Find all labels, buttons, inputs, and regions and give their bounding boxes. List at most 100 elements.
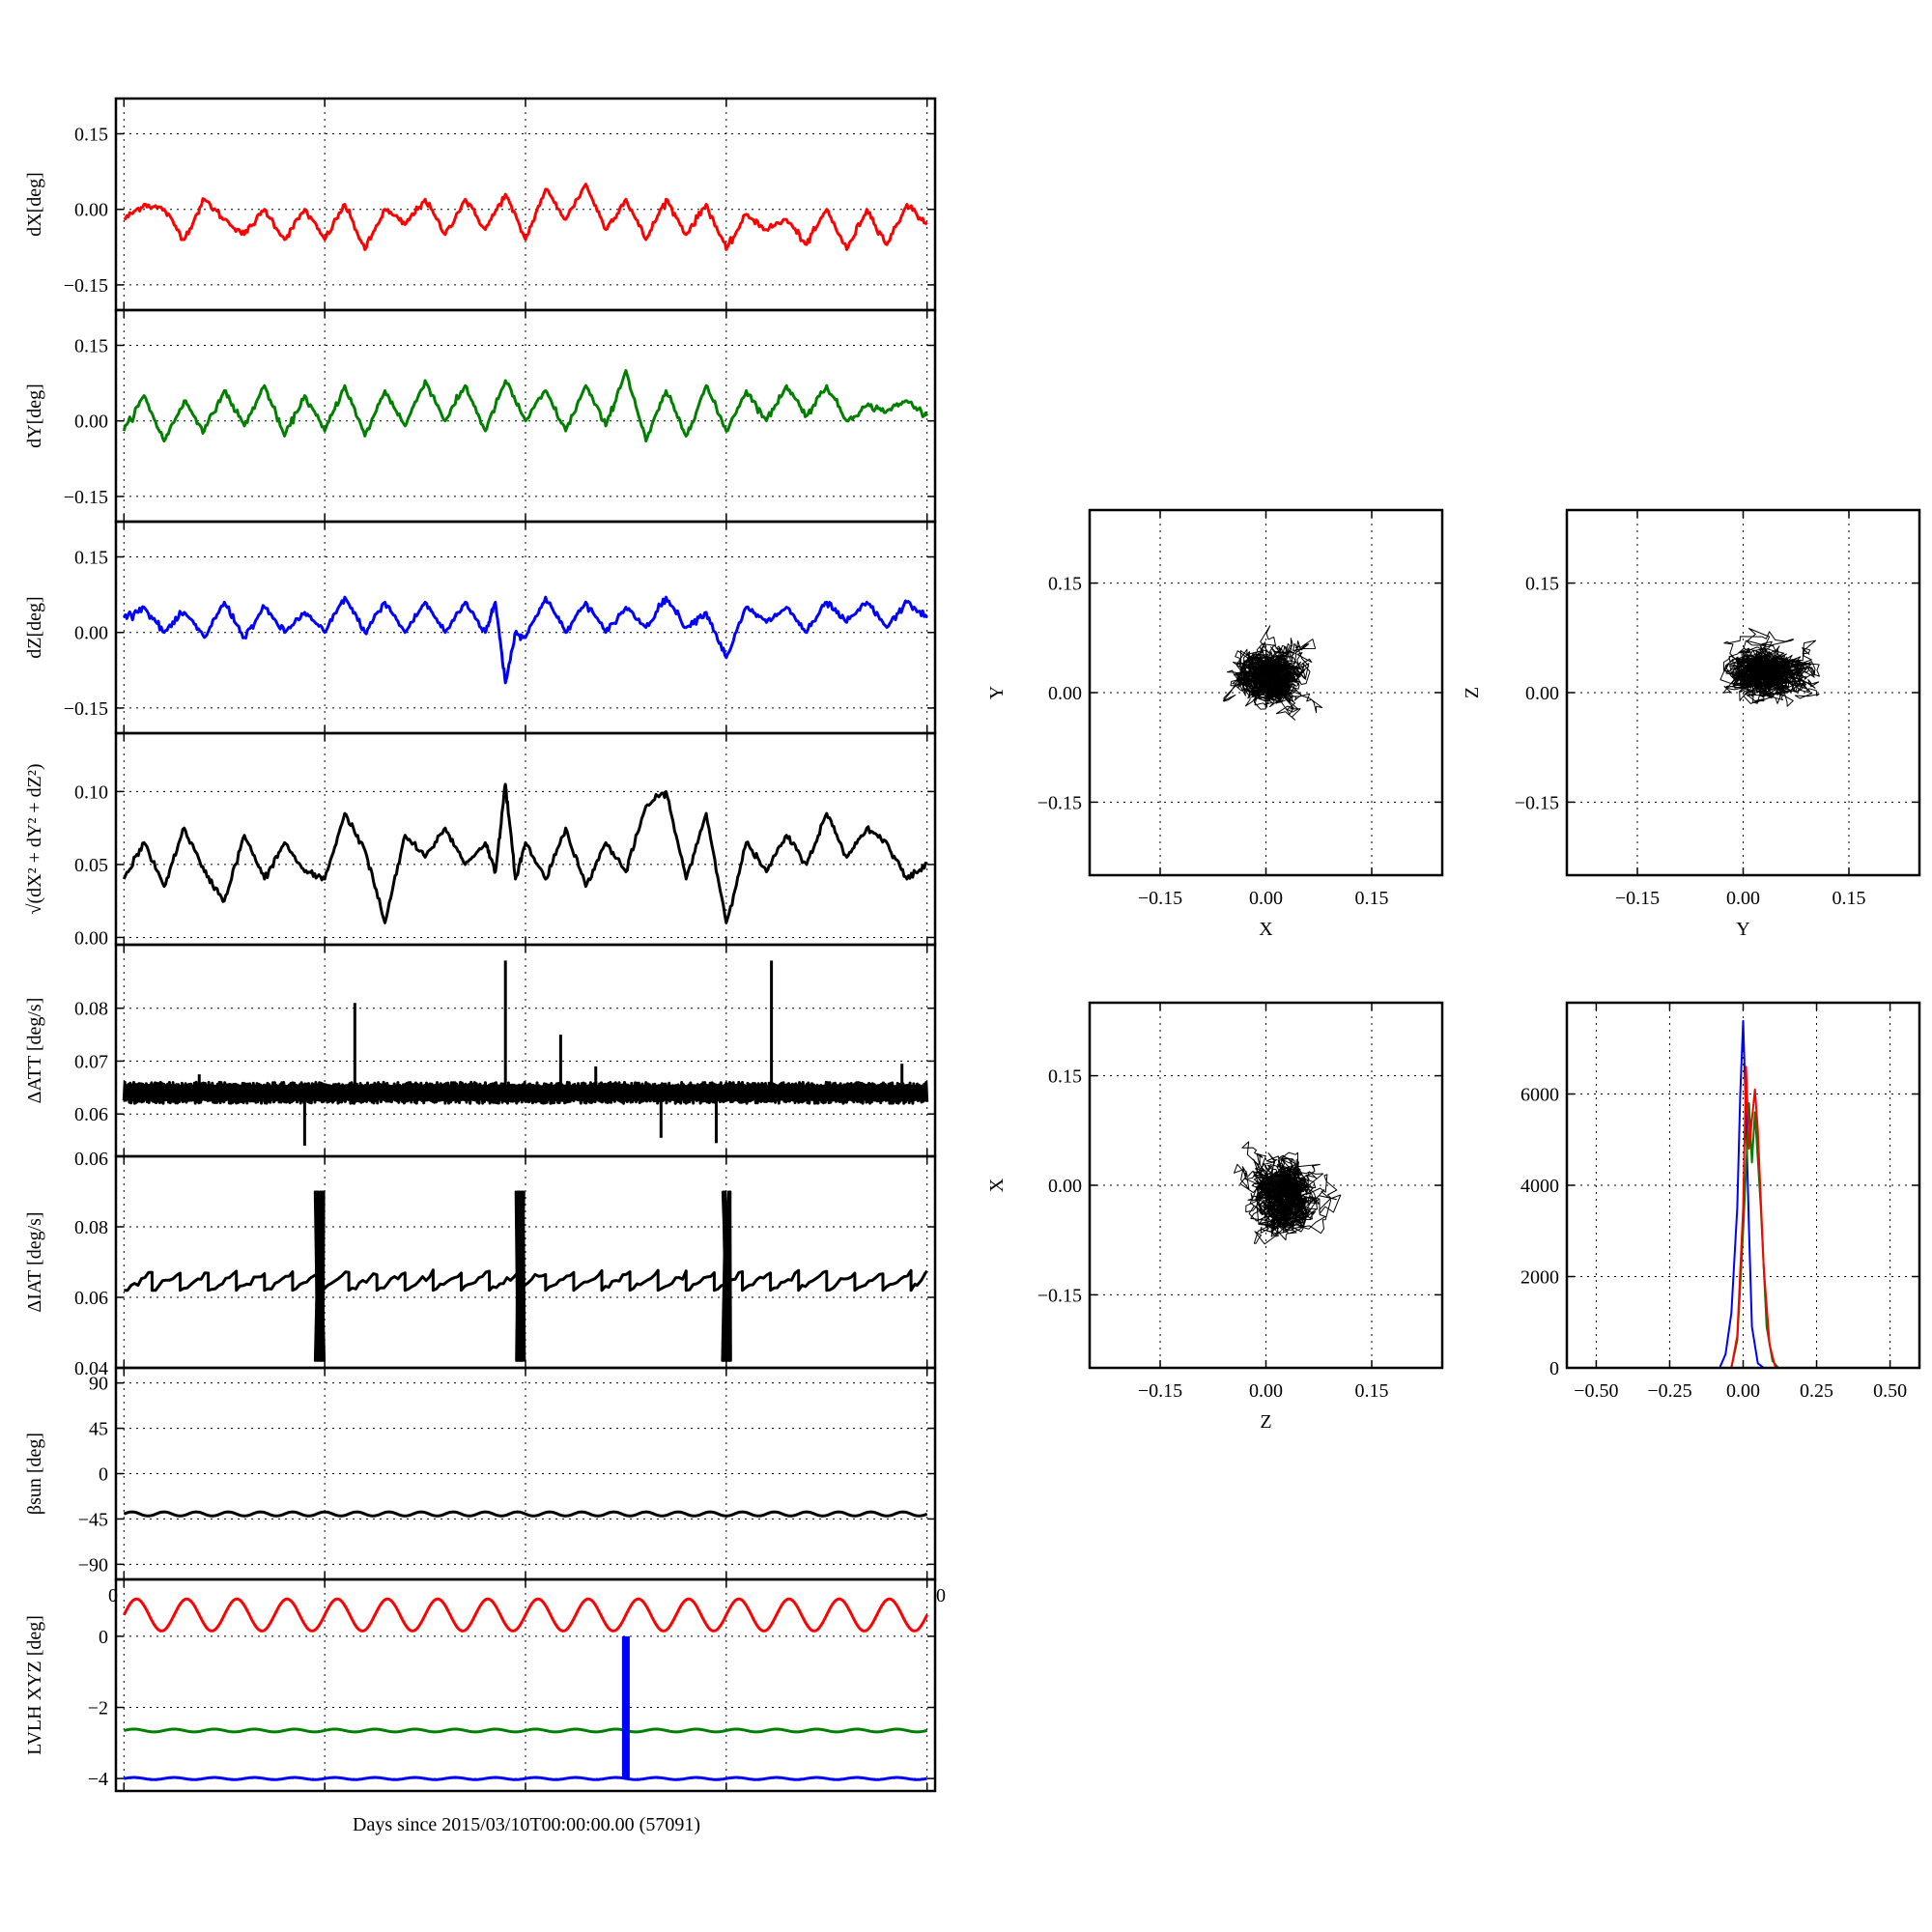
stray-tick-label: 0 bbox=[936, 1585, 946, 1606]
panel-beta: −90 −45 0 45 90 βsun [deg] bbox=[24, 1366, 937, 1581]
series-line bbox=[122, 369, 929, 443]
y-tick-label: 0.15 bbox=[1525, 574, 1559, 595]
panel-datt: 0.06 0.07 0.08 ΔATT [deg/s] bbox=[24, 943, 937, 1158]
series-line bbox=[123, 183, 928, 251]
axis-label: Z bbox=[1462, 687, 1483, 698]
y-tick-label: −2 bbox=[88, 1698, 108, 1719]
x-tick-label: −0.15 bbox=[1138, 1380, 1182, 1402]
y-tick-label: 0 bbox=[1549, 1358, 1559, 1379]
series-line bbox=[122, 782, 928, 924]
axes-frame bbox=[114, 943, 937, 1158]
panel-yz: −0.15 0.00 0.15 −0.15 0.00 0.15 Y Z bbox=[1462, 508, 1921, 940]
y-tick-label: 90 bbox=[89, 1374, 108, 1395]
y-tick-label: 0 bbox=[99, 1627, 108, 1648]
y-tick-label: 4000 bbox=[1520, 1176, 1559, 1197]
plot-area-zx bbox=[1234, 1141, 1342, 1245]
axis-label: dX[deg] bbox=[24, 172, 45, 237]
axis-label: ΔIAT [deg/s] bbox=[24, 1211, 45, 1312]
x-tick-label: −0.15 bbox=[1138, 888, 1182, 909]
panel-dx: −0.15 0.00 0.15 dX[deg] bbox=[24, 97, 937, 312]
y-tick-label: −0.15 bbox=[1037, 1285, 1082, 1306]
y-tick-label: −45 bbox=[78, 1509, 108, 1530]
y-tick-label: 6000 bbox=[1520, 1085, 1559, 1106]
series-line bbox=[122, 1597, 929, 1633]
y-tick-label: −0.15 bbox=[64, 487, 108, 508]
axis-label: √(dX² + dY² + dZ²) bbox=[24, 764, 45, 915]
y-tick-label: 0.08 bbox=[74, 999, 108, 1020]
stray-tick-label: 0 bbox=[108, 1585, 118, 1606]
x-tick-label: −0.50 bbox=[1574, 1380, 1618, 1402]
plot-area-lvlh bbox=[122, 1597, 929, 1781]
axis-label: ΔATT [deg/s] bbox=[24, 998, 45, 1104]
plot-area-xy bbox=[1222, 625, 1323, 721]
plot-area-datt bbox=[122, 960, 929, 1147]
x-tick-label: 0.00 bbox=[1726, 888, 1760, 909]
y-tick-label: −4 bbox=[88, 1769, 108, 1790]
y-tick-label: 0.05 bbox=[74, 855, 108, 876]
y-tick-label: 0.15 bbox=[1048, 1066, 1082, 1088]
x-tick-label: −0.25 bbox=[1647, 1380, 1691, 1402]
series-line bbox=[122, 1080, 929, 1105]
plot-area-diat bbox=[124, 1190, 928, 1362]
axes-frame bbox=[1088, 508, 1444, 877]
x-tick-label: 0.15 bbox=[1833, 888, 1866, 909]
series-line bbox=[1567, 1065, 1919, 1368]
y-tick-label: −0.15 bbox=[1037, 792, 1082, 813]
x-tick-label: 0.15 bbox=[1355, 1380, 1389, 1402]
plot-area-dr bbox=[122, 782, 928, 924]
series-line bbox=[1567, 1019, 1919, 1368]
x-tick-label: 0.00 bbox=[1249, 888, 1283, 909]
y-tick-label: 0.10 bbox=[74, 781, 108, 803]
axis-label: βsun [deg] bbox=[24, 1433, 45, 1515]
x-tick-label: 0.00 bbox=[1726, 1380, 1760, 1402]
plot-area-dy bbox=[122, 369, 929, 443]
panel-dr: 0.00 0.05 0.10 √(dX² + dY² + dZ²) bbox=[24, 731, 937, 949]
panel-xy: −0.15 0.00 0.15 −0.15 0.00 0.15 X Y bbox=[986, 508, 1444, 940]
axis-label: Y bbox=[986, 686, 1008, 699]
y-tick-label: 0.00 bbox=[1525, 683, 1559, 704]
axis-label: LVLH XYZ [deg] bbox=[24, 1615, 45, 1755]
series-line bbox=[123, 1727, 928, 1734]
y-tick-label: 0.00 bbox=[1048, 683, 1082, 704]
scatter-cloud bbox=[1719, 628, 1820, 707]
x-tick-label: 0.25 bbox=[1800, 1380, 1833, 1402]
axis-label: X bbox=[986, 1178, 1008, 1192]
y-tick-label: 0.15 bbox=[1048, 574, 1082, 595]
series-line bbox=[124, 1268, 928, 1293]
x-tick-label: 0.00 bbox=[1249, 1380, 1283, 1402]
axes-frame bbox=[114, 731, 937, 947]
axis-label: X bbox=[1259, 919, 1273, 940]
y-tick-label: 0.00 bbox=[74, 200, 108, 221]
y-tick-label: 0.07 bbox=[74, 1051, 108, 1072]
series-line bbox=[124, 1776, 927, 1781]
panel-hist: 0 2000 4000 6000 −0.50 −0.25 0.00 0.25 0.50 bbox=[1520, 1001, 1921, 1402]
burst bbox=[313, 1190, 327, 1362]
plot-area-hist bbox=[1567, 1019, 1919, 1368]
axes-frame bbox=[1088, 1001, 1444, 1370]
y-tick-label: 0.15 bbox=[74, 548, 108, 569]
axes-frame bbox=[114, 97, 937, 312]
y-tick-label: 0 bbox=[99, 1464, 108, 1486]
y-tick-label: −0.15 bbox=[64, 698, 108, 720]
plot-area-dz bbox=[122, 595, 928, 685]
y-tick-label: −90 bbox=[78, 1554, 108, 1576]
panel-dy: −0.15 0.00 0.15 dY[deg] bbox=[24, 308, 937, 524]
axis-label: Z bbox=[1260, 1411, 1271, 1433]
axes-frame bbox=[114, 1577, 937, 1793]
y-tick-label: 0.00 bbox=[74, 927, 108, 949]
scatter-cloud bbox=[1234, 1141, 1342, 1245]
x-tick-label: 0.15 bbox=[1355, 888, 1389, 909]
plot-area-dx bbox=[123, 183, 928, 251]
series-line bbox=[122, 595, 928, 685]
panel-diat: 0.04 0.06 0.08 ΔIAT [deg/s] bbox=[24, 1154, 937, 1379]
scatter-cloud bbox=[1222, 625, 1323, 721]
plot-area-yz bbox=[1719, 628, 1820, 707]
y-tick-label: 0.00 bbox=[1048, 1176, 1082, 1197]
y-tick-label: 0.15 bbox=[74, 125, 108, 146]
y-tick-label: −0.15 bbox=[1515, 792, 1559, 813]
y-tick-label: 0.15 bbox=[74, 336, 108, 357]
y-tick-label: 0.04 bbox=[74, 1358, 108, 1379]
x-axis-label: Days since 2015/03/10T00:00:00.00 (57091… bbox=[353, 1814, 700, 1835]
series-line bbox=[123, 1510, 928, 1518]
